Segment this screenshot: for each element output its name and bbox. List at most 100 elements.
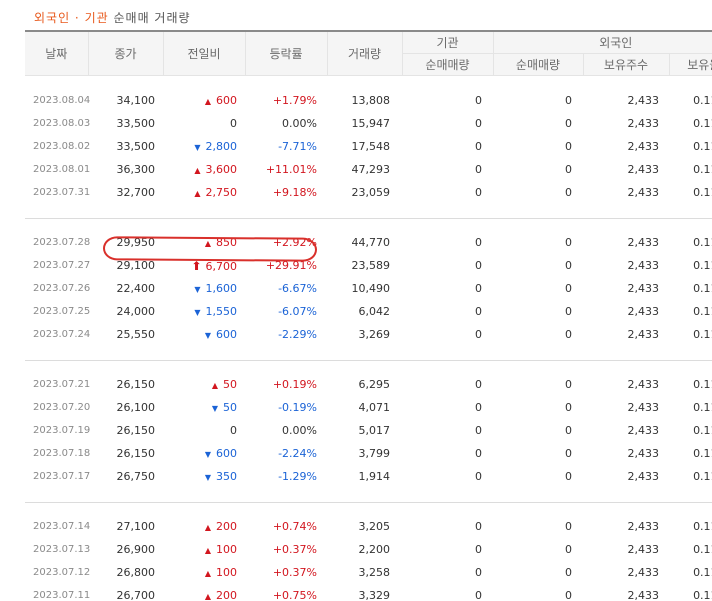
change-cell: ▲ 100 [163, 538, 245, 561]
ratio-cell: 0.11% [693, 94, 712, 107]
ratio-cell: 0.11% [693, 470, 712, 483]
rate-cell: -1.29% [278, 470, 317, 483]
arrow-down-triangle-icon: ▼ [211, 404, 218, 413]
row-spacer [25, 502, 712, 515]
row-spacer [25, 75, 712, 89]
close-price-cell: 33,500 [116, 140, 156, 153]
table-body: 2023.08.04 34,100 ▲ 600 +1.79% 13,808 0 0 2,433 0… [25, 75, 712, 601]
table-row: 2023.07.25 24,000 ▼ 1,550 -6.07% 6,042 0 0 2,433… [25, 300, 712, 323]
upper-limit-arrow-icon: ⬆ [191, 258, 202, 273]
rate-cell: +0.75% [272, 589, 317, 601]
arrow-up-triangle-icon: ▲ [204, 569, 211, 578]
institution-net-cell: 0 [475, 447, 482, 460]
close-price-cell: 32,700 [116, 186, 156, 199]
holdings-cell: 2,433 [627, 447, 660, 460]
table-row: 2023.08.04 34,100 ▲ 600 +1.79% 13,808 0 0 2,433 0… [25, 89, 712, 112]
change-cell: ⬆ 6,700 [163, 254, 245, 277]
arrow-up-triangle-icon: ▲ [204, 546, 211, 555]
change-value: 850 [216, 236, 237, 249]
change-value: 100 [216, 566, 237, 579]
date-cell: 2023.07.14 [33, 521, 91, 532]
volume-cell: 6,042 [358, 305, 391, 318]
rate-cell: +9.18% [272, 186, 317, 199]
change-value: 2,800 [205, 140, 238, 153]
date-cell: 2023.07.19 [33, 425, 91, 436]
foreign-net-cell: 0 [565, 94, 572, 107]
volume-cell: 3,258 [358, 566, 391, 579]
change-value: 600 [216, 328, 237, 341]
ratio-cell: 0.11% [693, 117, 712, 130]
date-cell: 2023.07.31 [33, 187, 91, 198]
table-row: 2023.07.18 26,150 ▼ 600 -2.24% 3,799 0 0 2,433 0.… [25, 442, 712, 465]
table-row: 2023.07.31 32,700 ▲ 2,750 +9.18% 23,059 0 0 2,43… [25, 181, 712, 204]
change-value: 600 [216, 94, 237, 107]
change-value: 600 [216, 447, 237, 460]
holdings-cell: 2,433 [627, 117, 660, 130]
institution-net-cell: 0 [475, 401, 482, 414]
volume-cell: 17,548 [351, 140, 391, 153]
date-cell: 2023.07.25 [33, 306, 91, 317]
rate-cell: -7.71% [278, 140, 317, 153]
change-cell: ▼ 50 [163, 396, 245, 419]
table-row: 2023.07.12 26,800 ▲ 100 +0.37% 3,258 0 0 2,433 0.… [25, 561, 712, 584]
table-row: 2023.08.03 33,500 0 0.00% 15,947 0 0 2,433 0.11% [25, 112, 712, 135]
table-header: 날짜 종가 전일비 등락률 거래량 기관 외국인 순매매량 순매매량 보유주수 … [25, 30, 712, 76]
date-cell: 2023.07.24 [33, 329, 91, 340]
ratio-cell: 0.11% [693, 259, 712, 272]
rate-cell: +0.37% [272, 566, 317, 579]
change-value: 50 [223, 401, 237, 414]
change-value: 0 [230, 117, 237, 130]
change-value: 200 [216, 589, 237, 601]
change-cell: ▼ 2,800 [163, 135, 245, 158]
institution-net-cell: 0 [475, 589, 482, 601]
table-row: 2023.07.14 27,100 ▲ 200 +0.74% 3,205 0 0 2,433 0.… [25, 515, 712, 538]
rate-cell: +29.91% [265, 259, 317, 272]
ratio-cell: 0.11% [693, 236, 712, 249]
ratio-cell: 0.11% [693, 447, 712, 460]
volume-cell: 2,200 [358, 543, 391, 556]
ratio-cell: 0.11% [693, 543, 712, 556]
holdings-cell: 2,433 [627, 401, 660, 414]
holdings-cell: 2,433 [627, 163, 660, 176]
table-row: 2023.07.24 25,550 ▼ 600 -2.29% 3,269 0 0 2,433 0.… [25, 323, 712, 346]
volume-cell: 1,914 [358, 470, 391, 483]
holdings-cell: 2,433 [627, 470, 660, 483]
holdings-cell: 2,433 [627, 378, 660, 391]
date-cell: 2023.08.03 [33, 118, 91, 129]
rate-cell: -0.19% [278, 401, 317, 414]
foreign-net-cell: 0 [565, 282, 572, 295]
date-cell: 2023.07.12 [33, 567, 91, 578]
close-price-cell: 26,150 [116, 378, 156, 391]
arrow-up-triangle-icon: ▲ [194, 189, 201, 198]
change-value: 6,700 [205, 259, 238, 273]
arrow-down-triangle-icon: ▼ [194, 308, 201, 317]
date-cell: 2023.08.04 [33, 95, 91, 106]
row-spacer [25, 488, 712, 503]
change-value: 50 [223, 378, 237, 391]
rate-cell: +1.79% [272, 94, 317, 107]
institution-net-cell: 0 [475, 378, 482, 391]
foreign-net-cell: 0 [565, 328, 572, 341]
date-cell: 2023.07.20 [33, 402, 91, 413]
close-price-cell: 24,000 [116, 305, 156, 318]
rate-cell: +11.01% [265, 163, 317, 176]
date-cell: 2023.07.28 [33, 237, 91, 248]
volume-cell: 47,293 [351, 163, 391, 176]
close-price-cell: 26,100 [116, 401, 156, 414]
volume-cell: 23,589 [351, 259, 391, 272]
ratio-cell: 0.11% [693, 140, 712, 153]
change-cell: ▲ 3,600 [163, 158, 245, 181]
arrow-up-triangle-icon: ▲ [204, 239, 211, 248]
header-date: 날짜 [25, 30, 88, 76]
change-cell: ▲ 850 [163, 231, 245, 254]
ratio-cell: 0.11% [693, 401, 712, 414]
ratio-cell: 0.11% [693, 186, 712, 199]
row-spacer [25, 346, 712, 361]
foreign-net-cell: 0 [565, 305, 572, 318]
ratio-cell: 0.11% [693, 566, 712, 579]
table-row: 2023.07.28 29,950 ▲ 850 +2.92% 44,770 0 0 2,433 0… [25, 231, 712, 254]
volume-cell: 44,770 [351, 236, 391, 249]
table-row: 2023.07.17 26,750 ▼ 350 -1.29% 1,914 0 0 2,433 0.… [25, 465, 712, 488]
date-cell: 2023.08.02 [33, 141, 91, 152]
volume-cell: 23,059 [351, 186, 391, 199]
